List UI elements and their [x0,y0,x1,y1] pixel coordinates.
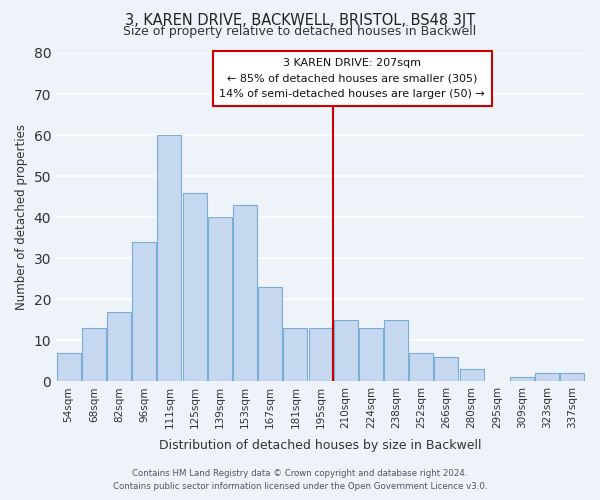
Text: 3 KAREN DRIVE: 207sqm
← 85% of detached houses are smaller (305)
14% of semi-det: 3 KAREN DRIVE: 207sqm ← 85% of detached … [220,58,485,99]
Bar [157,135,181,382]
Bar [56,352,80,382]
Bar [82,328,106,382]
Bar [334,320,358,382]
Bar [560,373,584,382]
Bar [535,373,559,382]
Bar [208,217,232,382]
Text: Size of property relative to detached houses in Backwell: Size of property relative to detached ho… [124,25,476,38]
Y-axis label: Number of detached properties: Number of detached properties [15,124,28,310]
Bar [409,352,433,382]
Bar [460,369,484,382]
Text: 3, KAREN DRIVE, BACKWELL, BRISTOL, BS48 3JT: 3, KAREN DRIVE, BACKWELL, BRISTOL, BS48 … [125,12,475,28]
Bar [308,328,332,382]
Bar [182,192,206,382]
Text: Contains HM Land Registry data © Crown copyright and database right 2024.
Contai: Contains HM Land Registry data © Crown c… [113,469,487,491]
Bar [510,378,534,382]
X-axis label: Distribution of detached houses by size in Backwell: Distribution of detached houses by size … [159,440,482,452]
Bar [434,357,458,382]
Bar [107,312,131,382]
Bar [283,328,307,382]
Bar [384,320,408,382]
Bar [132,242,156,382]
Bar [258,287,282,382]
Bar [233,205,257,382]
Bar [359,328,383,382]
